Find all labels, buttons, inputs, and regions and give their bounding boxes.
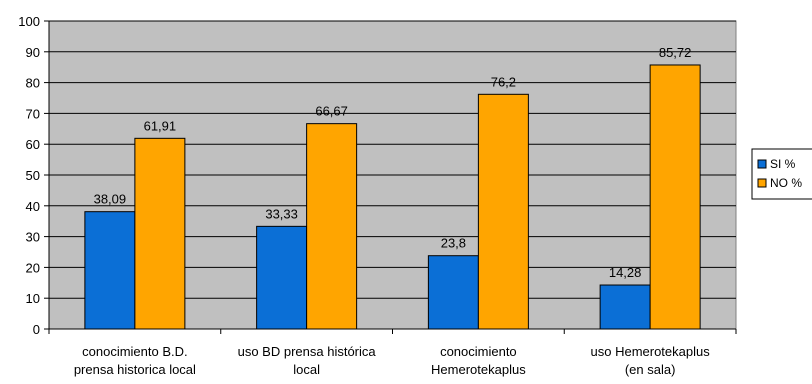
bar-si-1 (84, 211, 136, 330)
data-label: 38,09 (94, 192, 127, 207)
x-category-label: prensa historica local (74, 362, 196, 377)
y-tick-label: 0 (33, 322, 40, 337)
y-tick-label: 30 (26, 230, 40, 245)
x-category-label: uso BD prensa histórica (238, 344, 377, 359)
y-tick-label: 40 (26, 199, 40, 214)
x-category-label: (en sala) (625, 362, 676, 377)
legend-label: NO % (770, 176, 802, 190)
bar-no-2 (306, 123, 358, 330)
x-category-label: conocimiento (440, 344, 517, 359)
legend-swatch (757, 159, 767, 169)
legend-swatch (757, 178, 767, 188)
x-category-label: conocimiento B.D. (82, 344, 188, 359)
legend-box (751, 148, 812, 200)
x-category-label: local (293, 362, 320, 377)
x-category-label: Hemerotekaplus (431, 362, 526, 377)
bar-si-2 (256, 225, 308, 330)
y-tick-label: 10 (26, 291, 40, 306)
data-label: 14,28 (609, 265, 642, 280)
y-tick-label: 70 (26, 106, 40, 121)
bar-si-3 (427, 255, 479, 330)
data-label: 23,8 (441, 236, 466, 251)
y-tick-label: 80 (26, 76, 40, 91)
y-tick-label: 100 (18, 14, 40, 29)
bar-no-1 (134, 137, 186, 330)
bar-no-3 (477, 93, 529, 330)
data-label: 66,67 (315, 104, 348, 119)
legend-label: SI % (770, 157, 796, 171)
bar-si-4 (599, 284, 651, 330)
y-tick-label: 90 (26, 45, 40, 60)
y-tick-label: 60 (26, 137, 40, 152)
data-label: 76,2 (491, 74, 516, 89)
data-label: 61,91 (144, 118, 177, 133)
x-category-label: uso Hemerotekaplus (591, 344, 711, 359)
data-label: 33,33 (265, 206, 298, 221)
y-tick-label: 50 (26, 168, 40, 183)
bar-no-4 (649, 64, 701, 330)
y-tick-label: 20 (26, 260, 40, 275)
data-label: 85,72 (659, 45, 692, 60)
